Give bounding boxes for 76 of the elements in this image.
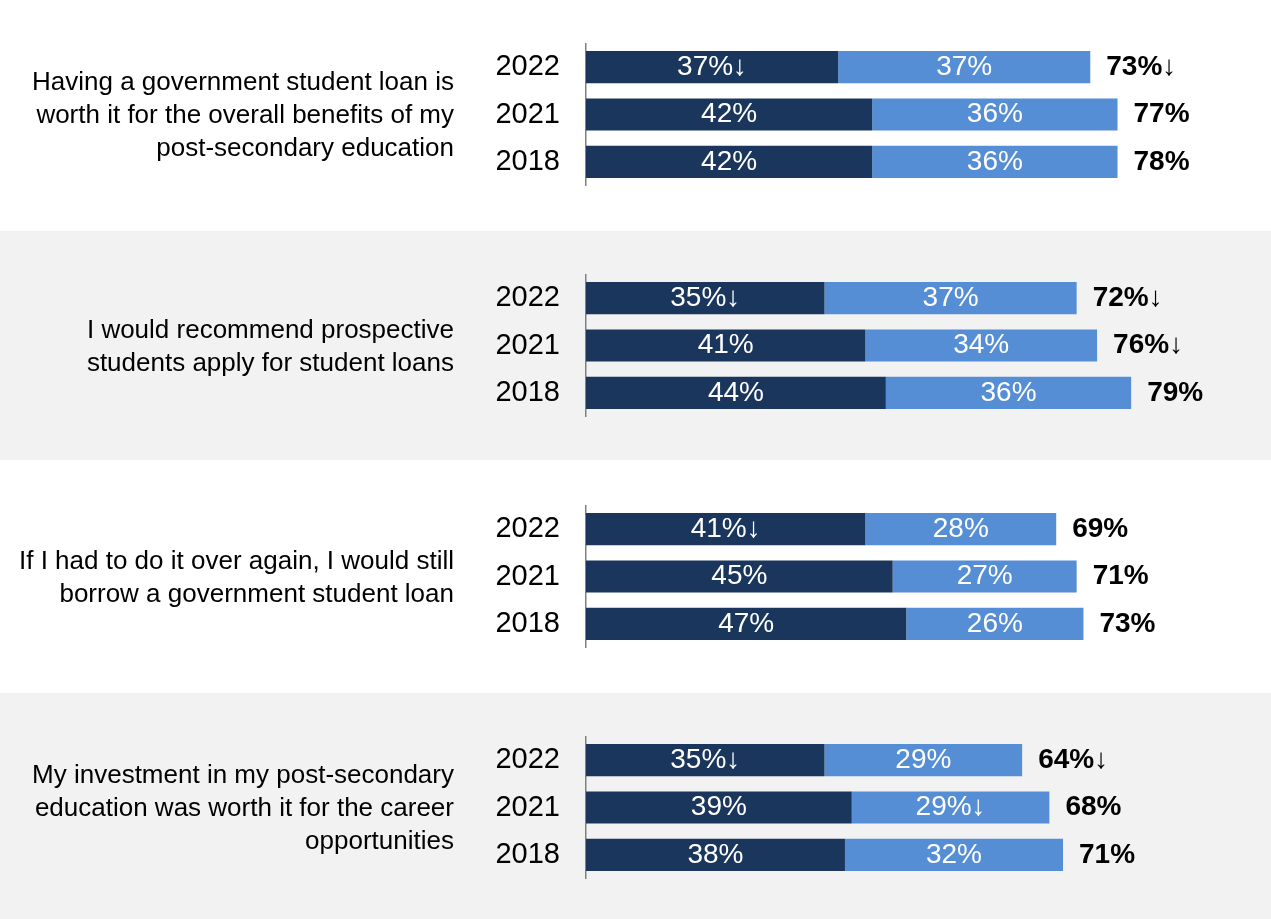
total-label: 78% (1133, 144, 1190, 176)
data-label: 39% (690, 790, 747, 822)
y-tick-label: 2018 (495, 143, 560, 176)
bar (824, 743, 1023, 777)
total-label: 73% (1099, 606, 1156, 638)
bar (838, 50, 1091, 84)
bar (586, 743, 825, 777)
text: If I had to do it over again, I would still borrow a government student loan (17, 543, 454, 610)
data-label: 29% (895, 742, 952, 774)
total-label: 69% (1072, 511, 1129, 543)
y-tick-label: 2021 (495, 96, 560, 129)
bar (586, 98, 873, 131)
total-label: 64%↓ (1038, 742, 1109, 774)
y-tick-label: 2022 (495, 49, 560, 82)
bar (586, 560, 893, 593)
data-label: 42% (701, 144, 758, 176)
total-label: 77% (1133, 97, 1190, 129)
y-tick-label: 2021 (495, 327, 560, 360)
data-label: 35%↓ (670, 742, 741, 774)
bar (586, 512, 866, 546)
bar (872, 98, 1118, 131)
data-label: 42% (701, 97, 758, 129)
bar (851, 791, 1050, 824)
text: I would recommend prospective students apply for student loans (85, 312, 454, 379)
data-label: 41% (697, 328, 754, 360)
y-tick-label: 2021 (495, 558, 560, 591)
bar (865, 512, 1057, 546)
data-label: 27% (956, 559, 1013, 591)
bar (586, 607, 907, 641)
bar (892, 560, 1077, 593)
bar (586, 50, 839, 84)
bar (586, 145, 873, 179)
text: Having a government student loan is worth it for the overall benefits of my post-secondary education (30, 65, 454, 164)
data-label: 37% (936, 49, 993, 81)
bar (586, 329, 866, 362)
bar (586, 791, 852, 824)
y-tick-label: 2022 (495, 742, 560, 775)
data-label: 44% (707, 375, 764, 407)
data-label: 36% (966, 97, 1023, 129)
data-label: 34% (953, 328, 1010, 360)
bar (586, 281, 825, 315)
bar (906, 607, 1084, 641)
y-tick-label: 2018 (495, 605, 560, 638)
y-tick-label: 2021 (495, 789, 560, 822)
data-label: 41%↓ (690, 511, 761, 543)
data-label: 36% (966, 144, 1023, 176)
data-label: 47% (718, 606, 775, 638)
data-label: 37% (922, 280, 979, 312)
total-label: 71% (1092, 559, 1149, 591)
y-tick-label: 2022 (495, 280, 560, 313)
data-label: 35%↓ (670, 280, 741, 312)
bar (844, 838, 1064, 872)
bar (885, 376, 1132, 410)
y-tick-label: 2022 (495, 511, 560, 544)
total-label: 72%↓ (1092, 280, 1163, 312)
y-tick-label: 2018 (495, 374, 560, 407)
bar (824, 281, 1077, 315)
data-label: 28% (932, 511, 989, 543)
bar (586, 838, 845, 872)
total-label: 73%↓ (1106, 49, 1177, 81)
data-label: 32% (925, 837, 983, 869)
y-tick-label: 2018 (495, 836, 560, 869)
bar (872, 145, 1118, 179)
data-label: 26% (966, 606, 1023, 638)
total-label: 68% (1065, 790, 1122, 822)
total-label: 79% (1147, 375, 1204, 407)
text: My investment in my post-secondary education was worth it for the career opportunities (31, 758, 454, 857)
data-label: 29%↓ (915, 790, 986, 822)
data-label: 37%↓ (677, 49, 748, 81)
data-label: 45% (711, 559, 768, 591)
data-label: 38% (687, 837, 744, 869)
total-label: 71% (1079, 837, 1136, 869)
bar (586, 376, 886, 410)
data-label: 36% (980, 375, 1037, 407)
total-label: 76%↓ (1113, 328, 1184, 360)
bar (865, 329, 1098, 362)
